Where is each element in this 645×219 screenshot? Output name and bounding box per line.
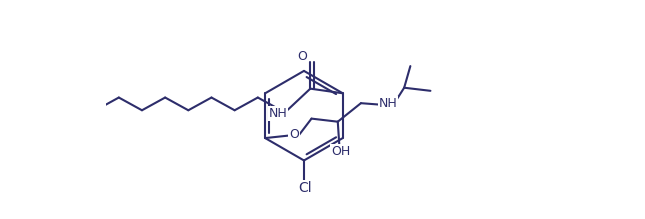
Text: OH: OH [332, 145, 350, 158]
Text: O: O [297, 50, 308, 63]
Text: NH: NH [379, 97, 397, 110]
Text: Cl: Cl [298, 181, 312, 195]
Text: NH: NH [268, 107, 287, 120]
Text: O: O [289, 128, 299, 141]
